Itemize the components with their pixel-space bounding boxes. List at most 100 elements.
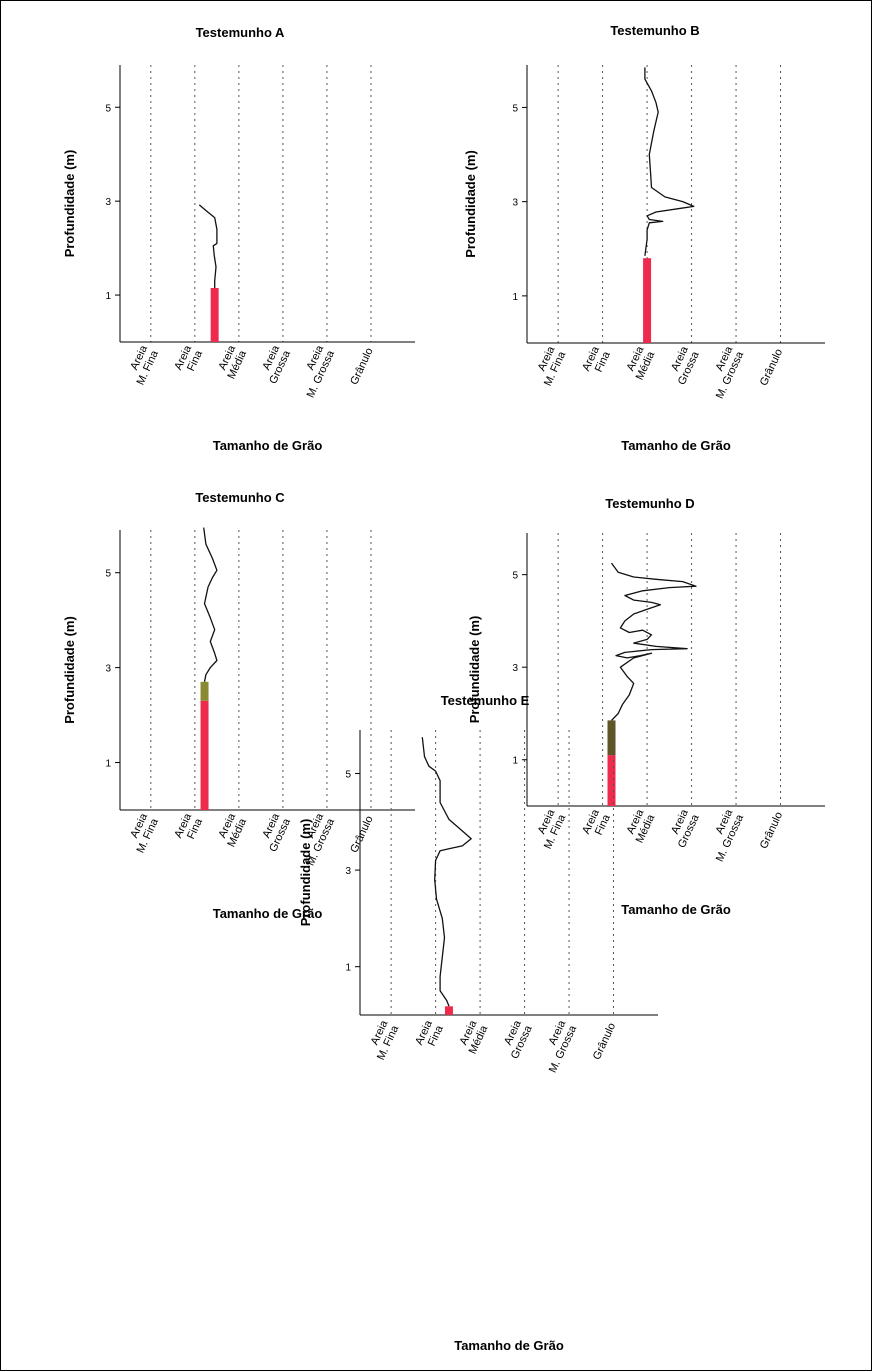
x-tick-label: Grânulo xyxy=(348,346,375,387)
y-tick-label: 5 xyxy=(105,103,111,114)
chart-title: Testemunho A xyxy=(196,25,285,40)
x-tick-label: AreiaM. Fina xyxy=(531,344,569,388)
y-tick-label: 3 xyxy=(105,664,111,675)
x-tick-label: AreiaM. Fina xyxy=(364,1018,402,1062)
grain-size-line xyxy=(203,527,218,683)
x-axis-label: Tamanho de Grão xyxy=(213,438,323,453)
chart-svg-a: Testemunho A 1 3 5 AreiaM. Fina AreiaFina Arei… xyxy=(62,25,415,453)
chart-panel-d: Testemunho D 1 3 5 AreiaM. Fina AreiaFina Arei… xyxy=(455,488,845,928)
x-tick-label: AreiaMédia xyxy=(215,343,250,381)
y-tick-label: 1 xyxy=(512,292,518,303)
x-tick-label-text: Grânulo xyxy=(348,346,375,387)
chart-title: Testemunho B xyxy=(610,23,699,38)
x-tick-label: AreiaFina xyxy=(580,344,613,378)
x-tick-label: AreiaFina xyxy=(413,1018,446,1052)
x-tick-label-text: AreiaM. Fina xyxy=(124,343,162,387)
x-tick-label: AreiaM. Grossa xyxy=(714,807,747,864)
x-tick-label: AreiaGrossa xyxy=(665,807,702,850)
chart-title: Testemunho E xyxy=(441,693,530,708)
x-tick-label-text: AreiaM. Grossa xyxy=(294,343,338,400)
x-tick-label-text: AreiaGrossa xyxy=(665,344,702,387)
x-tick-label: AreiaFina xyxy=(172,343,205,377)
x-axis-label: Tamanho de Grão xyxy=(621,902,731,917)
sediment-bar xyxy=(200,681,209,701)
x-tick-label: AreiaM. Fina xyxy=(124,343,162,387)
x-tick-label-text: AreiaMédia xyxy=(215,811,250,849)
x-tick-label-text: AreiaFina xyxy=(172,343,205,377)
x-tick-label-text: AreiaFina xyxy=(172,811,205,845)
y-tick-label: 3 xyxy=(512,663,518,674)
x-tick-label-text: AreiaMédia xyxy=(215,343,250,381)
grain-size-line xyxy=(644,67,695,256)
y-tick-label: 5 xyxy=(105,569,111,580)
x-tick-label: AreiaM. Grossa xyxy=(703,344,747,401)
y-tick-label: 5 xyxy=(512,103,518,114)
chart-panel-b: Testemunho B 1 3 5 AreiaM. Fina AreiaFina Arei… xyxy=(455,18,845,458)
x-tick-label-text: AreiaGrossa xyxy=(498,1018,535,1061)
x-axis-label: Tamanho de Grão xyxy=(213,906,323,921)
x-tick-label-text: Grânulo xyxy=(591,1021,618,1062)
chart-svg-b: Testemunho B 1 3 5 AreiaM. Fina AreiaFina Arei… xyxy=(463,23,825,453)
x-tick-label: Grânulo xyxy=(758,347,785,388)
chart-svg-e: Testemunho E 1 3 5 AreiaM. Fina AreiaFina Arei… xyxy=(298,693,658,1353)
x-tick-label-text: AreiaMédia xyxy=(456,1018,491,1056)
sediment-bar xyxy=(444,1006,453,1015)
x-tick-label-text: AreiaM. Fina xyxy=(124,811,162,855)
y-tick-label: 3 xyxy=(512,198,518,209)
x-tick-label: Grânulo xyxy=(591,1021,618,1062)
x-tick-label-text: AreiaM. Fina xyxy=(364,1018,402,1062)
x-tick-label: AreiaMédia xyxy=(623,344,658,382)
y-axis-label: Profundidade (m) xyxy=(467,616,482,724)
x-tick-label-text: AreiaGrossa xyxy=(665,807,702,850)
chart-panel-e: Testemunho E 1 3 5 AreiaM. Fina AreiaFina Arei… xyxy=(280,680,670,1360)
x-tick-label-line: Grânulo xyxy=(591,1021,618,1062)
x-tick-label: AreiaMédia xyxy=(456,1018,491,1056)
chart-panel-a: Testemunho A 1 3 5 AreiaM. Fina AreiaFina Arei… xyxy=(40,20,430,460)
y-tick-label: 1 xyxy=(512,756,518,767)
x-axis-label: Tamanho de Grão xyxy=(454,1338,564,1353)
y-axis-label: Profundidade (m) xyxy=(62,616,77,724)
grain-size-line xyxy=(421,737,472,1007)
x-tick-label: AreiaM. Grossa xyxy=(536,1018,580,1075)
x-tick-label: AreiaGrossa xyxy=(256,343,293,386)
sediment-bar xyxy=(607,720,616,756)
x-tick-label: AreiaFina xyxy=(172,811,205,845)
chart-title: Testemunho C xyxy=(195,490,285,505)
y-tick-label: 1 xyxy=(105,291,111,302)
x-tick-label-line: Grânulo xyxy=(758,810,785,851)
x-tick-label-text: AreiaFina xyxy=(413,1018,446,1052)
x-tick-label-text: Grânulo xyxy=(758,810,785,851)
x-tick-label-line: Grânulo xyxy=(348,346,375,387)
grain-size-line xyxy=(198,204,218,288)
sediment-bar xyxy=(607,755,616,806)
x-tick-label: AreiaM. Fina xyxy=(124,811,162,855)
y-tick-label: 1 xyxy=(105,759,111,770)
y-axis-label: Profundidade (m) xyxy=(463,150,478,258)
x-tick-label-text: AreiaFina xyxy=(580,344,613,378)
x-tick-label: Grânulo xyxy=(758,810,785,851)
y-tick-label: 3 xyxy=(105,197,111,208)
sediment-bar xyxy=(643,258,652,343)
x-tick-label-text: AreiaMédia xyxy=(623,344,658,382)
y-tick-label: 5 xyxy=(345,769,351,780)
sediment-bar xyxy=(210,288,219,342)
y-tick-label: 3 xyxy=(345,866,351,877)
x-tick-label-text: Grânulo xyxy=(758,347,785,388)
x-tick-label: AreiaGrossa xyxy=(498,1018,535,1061)
y-tick-label: 1 xyxy=(345,963,351,974)
chart-title: Testemunho D xyxy=(605,496,694,511)
sediment-bar xyxy=(200,700,209,810)
x-tick-label: AreiaMédia xyxy=(215,811,250,849)
chart-svg-c: Testemunho C 1 3 5 AreiaM. Fina AreiaFina Arei… xyxy=(62,490,415,921)
chart-panel-c: Testemunho C 1 3 5 AreiaM. Fina AreiaFina Arei… xyxy=(40,485,430,925)
y-axis-label: Profundidade (m) xyxy=(298,819,313,927)
x-tick-label-text: AreiaGrossa xyxy=(256,343,293,386)
x-axis-label: Tamanho de Grão xyxy=(621,438,731,453)
x-tick-label-text: AreiaM. Grossa xyxy=(536,1018,580,1075)
x-tick-label: AreiaGrossa xyxy=(665,344,702,387)
x-tick-label-text: AreiaM. Fina xyxy=(531,344,569,388)
x-tick-label: AreiaM. Grossa xyxy=(294,343,338,400)
x-tick-label-text: AreiaM. Grossa xyxy=(703,344,747,401)
